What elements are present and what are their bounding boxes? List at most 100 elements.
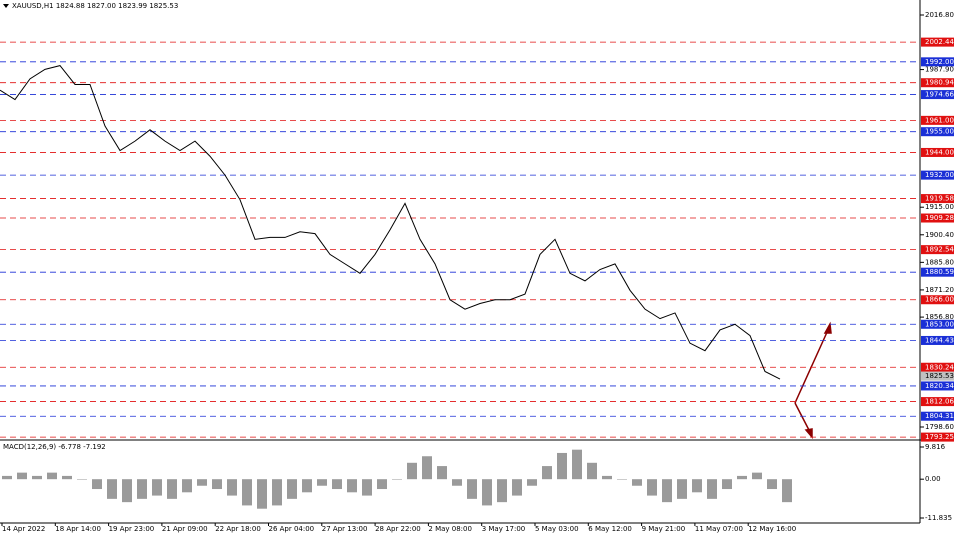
macd-bar: [542, 466, 552, 480]
level-box: [921, 295, 954, 305]
level-label: 1919.58: [925, 195, 954, 203]
y-tick-label: 1885.80: [925, 258, 954, 266]
level-box: [921, 90, 954, 100]
level-label: 1853.00: [925, 320, 954, 328]
level-box: [921, 381, 954, 391]
macd-bar: [377, 479, 387, 490]
macd-bar: [422, 456, 432, 480]
level-label: 1961.00: [925, 116, 954, 124]
level-label: 1793.25: [925, 433, 954, 441]
level-label: 1804.31: [925, 412, 954, 420]
macd-bar: [362, 479, 372, 496]
macd-bar: [662, 479, 672, 503]
macd-bar: [587, 462, 597, 480]
current-price-label: 1825.53: [925, 372, 954, 380]
x-tick-label: 12 May 16:00: [748, 525, 796, 533]
level-box: [921, 245, 954, 255]
level-box: [921, 127, 954, 137]
x-tick-label: 18 Apr 14:00: [55, 525, 101, 533]
macd-bar: [77, 479, 87, 480]
current-price-box: [921, 371, 954, 381]
macd-bar: [242, 479, 252, 506]
level-label: 1992.00: [925, 58, 954, 66]
y-tick-label: 1900.40: [925, 231, 954, 239]
macd-bar: [617, 479, 627, 480]
macd-bar: [137, 479, 147, 499]
y-tick-label: -11.835: [925, 514, 952, 522]
macd-bar: [782, 479, 792, 503]
macd-bar: [347, 479, 357, 493]
x-tick-label: 2 May 08:00: [428, 525, 472, 533]
macd-bar: [107, 479, 117, 499]
level-label: 1830.24: [925, 363, 954, 371]
x-tick-label: 14 Apr 2022: [2, 525, 45, 533]
macd-bar: [467, 479, 477, 499]
macd-bar: [62, 475, 72, 480]
macd-bar: [452, 479, 462, 486]
macd-bar: [632, 479, 642, 486]
level-box: [921, 37, 954, 47]
level-box: [921, 57, 954, 67]
y-tick-label: 9.816: [925, 443, 946, 451]
macd-bar: [47, 472, 57, 480]
macd-bar: [647, 479, 657, 496]
level-box: [921, 170, 954, 180]
y-tick-label: 1987.90: [925, 66, 954, 74]
macd-bar: [332, 479, 342, 490]
macd-bar: [407, 462, 417, 480]
macd-bar: [572, 449, 582, 480]
macd-bar: [302, 479, 312, 493]
dropdown-icon[interactable]: [3, 4, 9, 8]
level-box: [921, 78, 954, 88]
macd-title: MACD(12,26,9) -6.778 -7.192: [3, 443, 106, 451]
y-tick-label: 1856.80: [925, 313, 954, 321]
macd-bar: [437, 466, 447, 480]
price-line: [0, 65, 781, 380]
level-label: 1844.43: [925, 336, 954, 344]
macd-bar: [167, 479, 177, 499]
x-tick-label: 27 Apr 13:00: [322, 525, 368, 533]
level-box: [921, 319, 954, 329]
macd-bar: [692, 479, 702, 493]
macd-bar: [17, 472, 27, 480]
macd-bar: [92, 479, 102, 490]
x-tick-label: 22 Apr 18:00: [215, 525, 261, 533]
x-tick-label: 11 May 07:00: [695, 525, 743, 533]
level-label: 1892.54: [925, 246, 954, 254]
y-tick-label: 1798.60: [925, 423, 954, 431]
level-box: [921, 267, 954, 277]
y-tick-label: 2016.80: [925, 11, 954, 19]
macd-bar: [182, 479, 192, 493]
level-label: 1955.00: [925, 128, 954, 136]
x-tick-label: 19 Apr 23:00: [109, 525, 155, 533]
level-label: 1974.66: [925, 91, 954, 99]
macd-bar: [32, 475, 42, 480]
forecast-arrows: [794, 321, 832, 440]
level-label: 1820.34: [925, 382, 954, 390]
x-tick-label: 6 May 12:00: [588, 525, 632, 533]
macd-bar: [272, 479, 282, 506]
macd-bar: [392, 479, 402, 480]
x-tick-label: 9 May 21:00: [642, 525, 686, 533]
macd-bar: [152, 479, 162, 496]
macd-bar: [767, 479, 777, 490]
level-box: [921, 213, 954, 223]
macd-bar: [707, 479, 717, 499]
level-box: [921, 397, 954, 407]
level-box: [921, 194, 954, 204]
level-box: [921, 335, 954, 345]
macd-bar: [197, 479, 207, 486]
macd-bar: [557, 452, 567, 480]
macd-bar: [737, 475, 747, 480]
x-tick-label: 28 Apr 22:00: [375, 525, 421, 533]
macd-bar: [317, 479, 327, 486]
macd-bar: [212, 479, 222, 490]
y-tick-label: 1871.20: [925, 286, 954, 294]
level-box: [921, 411, 954, 421]
macd-bar: [482, 479, 492, 506]
level-label: 1932.00: [925, 171, 954, 179]
macd-bar: [287, 479, 297, 499]
level-label: 2002.44: [925, 38, 954, 46]
y-tick-label: 1915.00: [925, 203, 954, 211]
